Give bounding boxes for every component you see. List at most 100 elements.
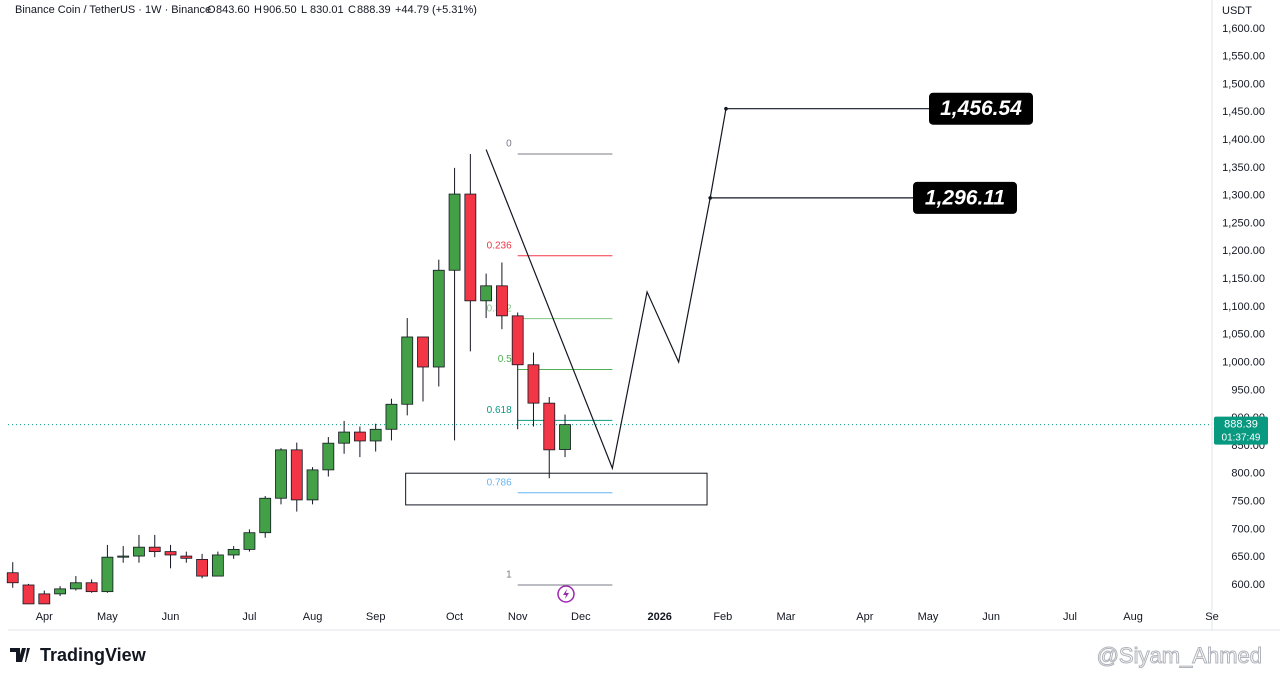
candle-body	[275, 449, 287, 499]
x-tick-label: May	[918, 611, 939, 623]
x-tick-label: Feb	[713, 611, 732, 623]
candle-body	[369, 428, 382, 442]
candle-body	[22, 584, 35, 605]
y-tick-label: 800.00	[1231, 468, 1265, 480]
x-tick-label: Aug	[303, 611, 323, 623]
candle-body	[117, 555, 130, 558]
candle-body	[54, 588, 66, 595]
candle-body	[227, 548, 240, 556]
lightning-icon	[557, 585, 575, 603]
y-tick-label: 1,150.00	[1222, 273, 1265, 285]
x-tick-label: Apr	[36, 611, 53, 623]
callout-box	[913, 181, 1017, 214]
candle-body	[559, 424, 571, 450]
y-tick-label: 1,050.00	[1222, 329, 1265, 341]
candle-body	[511, 315, 524, 366]
candle-body	[85, 582, 98, 593]
candle-body	[432, 269, 445, 368]
candle-body	[543, 402, 556, 451]
fib-label: 1	[506, 570, 512, 581]
candle-body	[306, 469, 319, 501]
y-tick-label: 1,000.00	[1222, 356, 1265, 368]
watermark: @Siyam_Ahmed	[1097, 643, 1262, 668]
candle-body	[69, 582, 82, 590]
y-tick-label: 650.00	[1231, 551, 1265, 563]
candle-body	[290, 449, 303, 501]
header-text: Binance Coin / TetherUS · 1W · Binance	[15, 4, 211, 16]
candle-body	[211, 554, 224, 577]
logo-icon	[10, 648, 30, 662]
header-text: 888.39	[357, 4, 391, 16]
countdown-label: 01:37:49	[1222, 432, 1261, 443]
x-tick-label: May	[97, 611, 118, 623]
y-tick-label: 1,300.00	[1222, 190, 1265, 202]
x-tick-label: 2026	[647, 611, 671, 623]
x-tick-label: Nov	[508, 611, 528, 623]
x-tick-label: Jul	[1063, 611, 1077, 623]
header-text: 906.50	[263, 4, 297, 16]
y-tick-label: 1,600.00	[1222, 23, 1265, 35]
y-tick-label: 1,250.00	[1222, 217, 1265, 229]
brand-name: TradingView	[40, 645, 147, 665]
currency-label: USDT	[1222, 5, 1252, 17]
x-tick-label: Mar	[776, 611, 795, 623]
x-tick-label: Apr	[856, 611, 873, 623]
candle-body	[353, 431, 366, 442]
callout-label: 1,296.11	[925, 186, 1005, 209]
x-tick-label: Jun	[162, 611, 180, 623]
fib-label: 0	[506, 139, 512, 150]
x-tick-label: Jul	[242, 611, 256, 623]
candle-body	[338, 431, 351, 444]
x-tick-label: Oct	[446, 611, 463, 623]
candle-body	[6, 572, 19, 584]
demand-zone	[405, 472, 708, 506]
last-price-label: 888.39	[1224, 419, 1258, 431]
x-tick-label: Jun	[982, 611, 1000, 623]
candle-body	[243, 532, 256, 550]
y-tick-label: 1,200.00	[1222, 245, 1265, 257]
candle-body	[259, 497, 272, 534]
fib-label: 0.5	[498, 354, 512, 365]
y-tick-label: 1,500.00	[1222, 78, 1265, 90]
candle-body	[148, 546, 161, 553]
y-tick-label: 1,350.00	[1222, 162, 1265, 174]
candle-body	[401, 336, 414, 405]
fib-label: 0.786	[487, 477, 512, 488]
candle-body	[133, 546, 145, 557]
projection-line	[485, 108, 727, 471]
header-text: L	[301, 4, 307, 16]
candle-body	[164, 551, 177, 556]
y-tick-label: 1,450.00	[1222, 106, 1265, 118]
header-text: C	[348, 4, 356, 16]
icon-bolt	[563, 589, 569, 599]
y-tick-label: 1,400.00	[1222, 134, 1265, 146]
last-price-tag	[1214, 416, 1268, 445]
x-tick-label: Aug	[1123, 611, 1143, 623]
candle-body	[101, 556, 114, 593]
callout-box	[929, 92, 1033, 125]
x-tick-label: Dec	[571, 611, 591, 623]
header-text: O	[207, 4, 216, 16]
fib-label: 0.618	[487, 405, 512, 416]
candle-body	[322, 442, 335, 471]
y-tick-label: 1,550.00	[1222, 51, 1265, 63]
y-tick-label: 700.00	[1231, 523, 1265, 535]
header-text: H	[254, 4, 262, 16]
y-tick-label: 1,100.00	[1222, 301, 1265, 313]
y-tick-label: 950.00	[1231, 384, 1265, 396]
candle-body	[496, 285, 508, 317]
y-tick-label: 750.00	[1231, 495, 1265, 507]
header-text: 830.01	[310, 4, 344, 16]
candle-body	[180, 555, 193, 559]
fib-label: 0.236	[487, 240, 512, 251]
callout-point	[708, 196, 713, 200]
tradingview-logo: TradingView	[10, 645, 147, 665]
candle-body	[527, 364, 540, 404]
header-text: 843.60	[216, 4, 250, 16]
candle-body	[417, 336, 429, 368]
candle-body	[448, 193, 461, 271]
candle-body	[38, 593, 51, 605]
